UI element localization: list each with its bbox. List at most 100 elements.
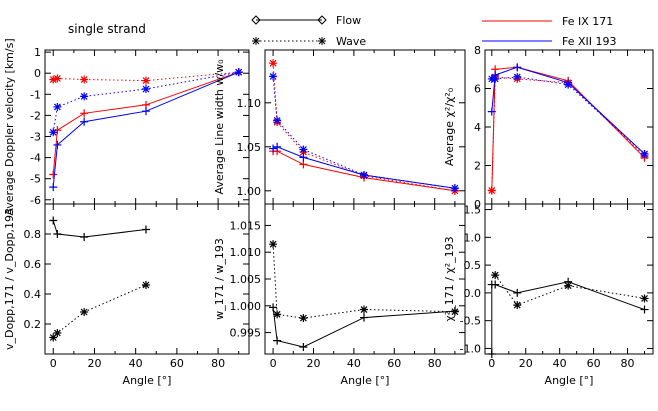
data-point-doppler-ratio-1 <box>53 329 62 337</box>
panels: -6 -5 -4 -3 -2 -1 0 1 Average Doppler velocity [… <box>3 38 654 387</box>
series-doppler-ratio-1 <box>49 281 150 342</box>
y-tick-label-doppler: 0 <box>34 67 41 80</box>
data-point-doppler-3 <box>53 102 62 111</box>
panel-linewidth: 1.00 1.05 1.10 Average Line width w/w₀ <box>213 49 466 205</box>
series-chi2-ratio-1 <box>491 271 649 310</box>
data-point-width-ratio-1 <box>299 314 308 323</box>
panel-frame-doppler-ratio <box>44 203 250 355</box>
y-tick-label-doppler: -5 <box>30 173 41 186</box>
data-point-linewidth-3 <box>299 145 308 154</box>
legend-fe12-label: Fe XII 193 <box>562 35 617 48</box>
y-axis-label-width-ratio: w_171 / w_193 <box>213 238 226 320</box>
x-tick-label-doppler-ratio: 40 <box>129 357 143 370</box>
x-tick-label-width-ratio: 0 <box>270 357 277 370</box>
figure-title: single strand <box>68 22 146 36</box>
panel-frame-chi2 <box>484 49 654 205</box>
series-line-doppler-ratio-1 <box>52 284 147 338</box>
data-point-doppler-ratio-0 <box>53 230 62 238</box>
series-linewidth-3 <box>269 72 459 193</box>
data-point-linewidth-3 <box>359 170 368 179</box>
data-point-linewidth-1 <box>269 59 278 68</box>
x-axis-label-width-ratio: Angle [°] <box>341 374 390 387</box>
data-point-chi2-2 <box>513 63 522 72</box>
data-point-chi2-ratio-0 <box>640 305 649 314</box>
panel-frame-width-ratio <box>264 203 466 355</box>
y-axis-label-linewidth: Average Line width w/w₀ <box>213 59 226 195</box>
data-point-chi2-ratio-1 <box>513 301 522 310</box>
legend-wave-asterisk-icon <box>252 37 326 45</box>
y-axis-label-doppler: Average Doppler velocity [km/s] <box>3 38 16 215</box>
data-point-chi2-ratio-1 <box>564 281 573 290</box>
x-tick-label-width-ratio: 20 <box>306 357 320 370</box>
data-point-width-ratio-1 <box>450 307 459 316</box>
data-point-doppler-2 <box>53 140 62 149</box>
panel-chi2: 0 2 4 6 8 Average χ²/χ²₀ <box>443 44 654 211</box>
data-point-chi2-1 <box>487 186 496 195</box>
y-tick-label-doppler: -6 <box>30 194 41 207</box>
data-point-chi2-ratio-0 <box>513 288 522 297</box>
x-tick-label-chi2-ratio: 40 <box>553 357 567 370</box>
y-tick-label-chi2-ratio: 1.0 <box>464 231 482 244</box>
series-line-chi2-ratio-0 <box>491 281 645 354</box>
x-tick-label-doppler-ratio: 20 <box>87 357 101 370</box>
x-tick-label-width-ratio: 80 <box>428 357 442 370</box>
y-tick-label-chi2-ratio: 0.5 <box>464 259 482 272</box>
panel-doppler-ratio: 0 20 40 60 80 0.2 0.4 0.6 0.8 v_Dopp,171 / v_Dopp… <box>3 203 250 387</box>
series-doppler-ratio-0 <box>49 216 150 241</box>
data-point-linewidth-3 <box>273 116 282 125</box>
data-point-doppler-ratio-0 <box>49 216 58 225</box>
y-tick-label-doppler: -4 <box>30 152 41 165</box>
series-line-linewidth-3 <box>272 76 455 189</box>
y-tick-label-linewidth: 1.10 <box>237 97 262 110</box>
y-tick-label-width-ratio: 1.010 <box>230 246 262 259</box>
panel-frame-linewidth <box>264 49 466 205</box>
y-tick-label-chi2: 0 <box>474 198 481 211</box>
data-point-doppler-1 <box>53 74 62 83</box>
y-tick-label-linewidth: 1.00 <box>237 185 262 198</box>
y-tick-label-width-ratio: 1.015 <box>230 219 262 232</box>
panel-width-ratio: 0 20 40 60 80 0.995 1.000 1.005 1.010 1.015 w_171 … <box>213 203 466 387</box>
y-tick-label-chi2-ratio: 1.5 <box>464 204 482 217</box>
data-point-doppler-2 <box>49 183 58 192</box>
legend-flow-diamond-icon <box>251 15 327 25</box>
data-point-width-ratio-1 <box>359 305 368 314</box>
series-doppler-3 <box>49 68 243 137</box>
data-point-chi2-3 <box>491 74 500 83</box>
y-tick-label-chi2: 6 <box>474 83 481 96</box>
series-width-ratio-1 <box>269 240 459 323</box>
legend-fe9-label: Fe IX 171 <box>562 15 613 28</box>
data-point-width-ratio-0 <box>273 336 282 345</box>
legend-wave: Wave <box>252 35 366 48</box>
data-point-doppler-0 <box>80 109 89 118</box>
y-tick-label-width-ratio: 1.005 <box>230 273 262 286</box>
legend-flow: Flow <box>251 14 361 27</box>
data-point-chi2-2 <box>487 107 496 116</box>
data-point-chi2-ratio-0 <box>491 280 500 289</box>
data-point-doppler-0 <box>49 170 58 179</box>
legends: single strand Flow Wave Fe IX 171 Fe XII… <box>68 14 617 48</box>
y-tick-label-chi2-ratio: -0.5 <box>460 315 481 328</box>
y-axis-label-doppler-ratio: v_Dopp,171 / v_Dopp,193 <box>3 208 16 350</box>
series-line-doppler-3 <box>52 71 239 133</box>
data-point-linewidth-0 <box>299 160 308 169</box>
series-chi2-ratio-0 <box>487 277 649 358</box>
data-point-doppler-3 <box>49 128 58 137</box>
data-point-doppler-2 <box>80 117 89 126</box>
data-point-doppler-ratio-1 <box>80 308 89 316</box>
data-point-width-ratio-0 <box>299 343 308 352</box>
data-point-width-ratio-0 <box>269 303 278 312</box>
y-tick-label-chi2: 2 <box>474 160 481 173</box>
series-line-chi2-1 <box>491 76 645 191</box>
series-line-chi2-ratio-1 <box>494 274 645 306</box>
y-tick-label-chi2: 4 <box>474 121 481 134</box>
x-tick-label-chi2-ratio: 80 <box>621 357 635 370</box>
y-tick-label-chi2-ratio: 0.0 <box>464 287 482 300</box>
data-point-doppler-ratio-0 <box>80 233 89 241</box>
y-tick-label-doppler: 1 <box>34 46 41 59</box>
data-point-linewidth-2 <box>299 153 308 162</box>
data-point-width-ratio-1 <box>269 240 278 249</box>
data-point-doppler-3 <box>234 68 243 77</box>
data-point-doppler-ratio-1 <box>141 281 150 289</box>
series-chi2-3 <box>487 72 649 158</box>
